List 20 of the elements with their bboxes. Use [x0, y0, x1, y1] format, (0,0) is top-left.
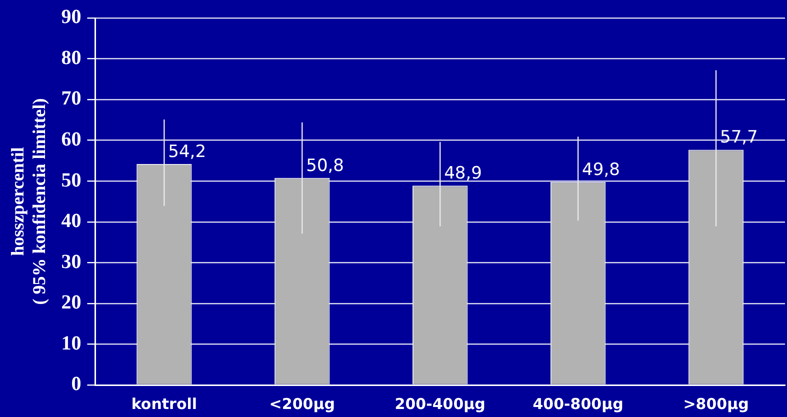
data-label: 49,8 [582, 160, 620, 180]
y-tick-label: 20 [61, 292, 82, 314]
y-tick-label: 0 [71, 373, 82, 396]
x-tick-label: <200µg [269, 394, 335, 413]
x-tick-label: >800µg [683, 394, 749, 413]
y-tick-label: 90 [61, 6, 82, 28]
y-tick-label: 50 [61, 169, 82, 192]
y-tick-label: 60 [61, 128, 82, 151]
x-tick-label: 200-400µg [394, 394, 486, 413]
y-tick-label: 10 [61, 332, 82, 354]
data-label: 54,2 [168, 142, 206, 162]
data-label: 50,8 [306, 156, 344, 176]
data-label: 48,9 [444, 164, 482, 184]
y-tick-label: 70 [61, 88, 82, 110]
y-tick-label: 80 [61, 46, 82, 69]
x-tick-label: 400-800µg [532, 394, 624, 413]
y-tick-label: 40 [61, 210, 82, 232]
x-tick-label: kontroll [131, 394, 198, 413]
y-tick-label: 30 [61, 250, 82, 273]
y-axis-title: hosszpercentil ( 95% konfidencia limittel) [7, 98, 50, 305]
